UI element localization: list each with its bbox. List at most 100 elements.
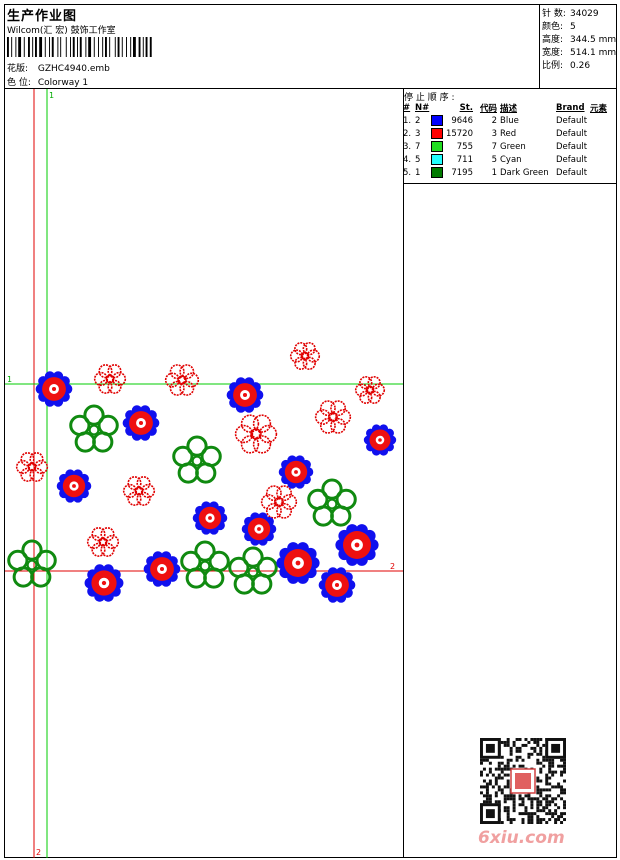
- green-flower-center: [26, 559, 38, 571]
- height-label: 高度:: [542, 35, 564, 45]
- stop-sequence-table: # N# St. 代码 描述 Brand 元素 1. 2 9646 2 Blue Defa…: [403, 101, 607, 179]
- row-desc: Blue: [500, 115, 519, 126]
- red-flower-petal: [136, 476, 151, 491]
- colorway-value: Colorway 1: [37, 78, 89, 88]
- row-code: 2: [491, 115, 497, 126]
- row-element: [590, 127, 607, 140]
- stats-divider: [539, 4, 540, 88]
- row-element: [590, 153, 607, 166]
- row-swatch: [431, 140, 445, 153]
- stitches-row: 针 数: 34029: [542, 6, 599, 19]
- width-row: 宽度: 514.1 mm: [542, 45, 616, 58]
- col-code: 代码: [479, 103, 497, 114]
- row-desc: Green: [500, 141, 526, 152]
- blue-flower-dot: [294, 470, 298, 474]
- red-flower-petal: [240, 414, 260, 433]
- scale-row: 比例: 0.26: [542, 58, 590, 71]
- page-title: 生产作业图: [7, 9, 78, 24]
- row-n: 1: [415, 167, 421, 178]
- red-flower-center: [98, 537, 108, 547]
- stitches-label: 针 数:: [542, 9, 566, 19]
- red-flower-petal: [169, 364, 185, 380]
- red-flower-petal: [302, 342, 316, 356]
- red-flower-petal: [319, 400, 336, 417]
- green-flower-petal: [195, 462, 217, 484]
- red-flower-petal: [127, 491, 142, 506]
- red-flower-petal: [371, 383, 386, 397]
- red-flower-petal: [20, 467, 35, 482]
- row-element: [590, 166, 607, 179]
- red-flower-center: [27, 462, 37, 472]
- row-st: 7195: [451, 167, 473, 178]
- red-flower-petal: [140, 483, 156, 499]
- red-flower-petal: [100, 542, 115, 557]
- red-flower-petal: [93, 371, 109, 387]
- red-flower-petal: [98, 379, 113, 394]
- row-desc: Red: [500, 128, 517, 139]
- green-flower-center: [247, 566, 259, 578]
- red-flower-petal: [184, 372, 200, 388]
- embroidery-preview: 1 2 1 2: [5, 89, 403, 858]
- design-row: 花版: GZHC4940.emb: [7, 61, 110, 74]
- table-row: 3. 7 755 7 Green Default: [403, 140, 607, 153]
- scale-value: 0.26: [570, 61, 591, 71]
- row-swatch: [431, 114, 445, 127]
- col-desc: 描述: [500, 103, 518, 114]
- row-no: 4.: [403, 154, 412, 165]
- red-flower-petal: [294, 342, 308, 356]
- red-flower-petal: [314, 409, 331, 425]
- row-no: 5.: [403, 167, 412, 178]
- red-flower-petal: [15, 459, 31, 475]
- color-swatch: [431, 128, 443, 139]
- green-flower-petal: [228, 556, 250, 579]
- red-flower-petal: [306, 349, 321, 363]
- red-flower-petal: [107, 364, 122, 379]
- red-flower-petal: [330, 417, 347, 434]
- blue-flower-dot: [101, 580, 107, 586]
- col-color: [431, 101, 445, 114]
- color-swatch: [431, 141, 443, 152]
- width-label: 宽度:: [542, 48, 564, 58]
- row-st: 711: [456, 154, 473, 165]
- guide-label: 1: [49, 91, 54, 100]
- row-brand: Default: [556, 167, 588, 178]
- header-divider: [4, 88, 617, 89]
- red-flower-center: [328, 412, 338, 422]
- red-flower-petal: [289, 349, 304, 363]
- green-flower-center: [326, 498, 338, 510]
- row-code: 1: [491, 167, 497, 178]
- green-flower-petal: [92, 431, 114, 453]
- red-flower-center: [300, 351, 310, 361]
- red-flower-petal: [29, 452, 44, 467]
- red-flower-petal: [107, 379, 122, 394]
- col-element: 元素: [590, 103, 608, 114]
- red-flower-petal: [100, 527, 115, 542]
- red-flower-petal: [335, 409, 352, 425]
- row-swatch: [431, 153, 445, 166]
- blue-flower-dot: [72, 484, 76, 488]
- red-flower-petal: [169, 380, 185, 396]
- blue-flower-dot: [354, 542, 360, 548]
- green-flower-petal: [321, 478, 343, 500]
- row-swatch: [431, 166, 445, 179]
- green-flower-petal: [330, 505, 352, 527]
- row-n: 7: [415, 141, 421, 152]
- row-code: 3: [491, 128, 497, 139]
- design-label: 花版:: [7, 64, 29, 74]
- watermark-logo: 6xiu.com: [478, 828, 565, 848]
- red-flower-petal: [164, 372, 180, 388]
- stops-divider: [403, 183, 617, 184]
- row-swatch: [431, 127, 445, 140]
- green-flower-petal: [7, 549, 29, 572]
- green-flower-petal: [69, 414, 91, 437]
- colorway-label: 色 位:: [7, 78, 31, 88]
- red-flower-petal: [127, 476, 142, 491]
- green-flower-petal: [172, 445, 194, 468]
- red-flower-petal: [354, 383, 369, 397]
- red-flower-petal: [258, 424, 278, 444]
- guide-label: 2: [390, 562, 395, 571]
- green-flower-petal: [83, 404, 105, 426]
- red-flower-petal: [319, 417, 336, 434]
- height-value: 344.5 mm: [570, 35, 617, 45]
- green-flower-petal: [203, 567, 225, 589]
